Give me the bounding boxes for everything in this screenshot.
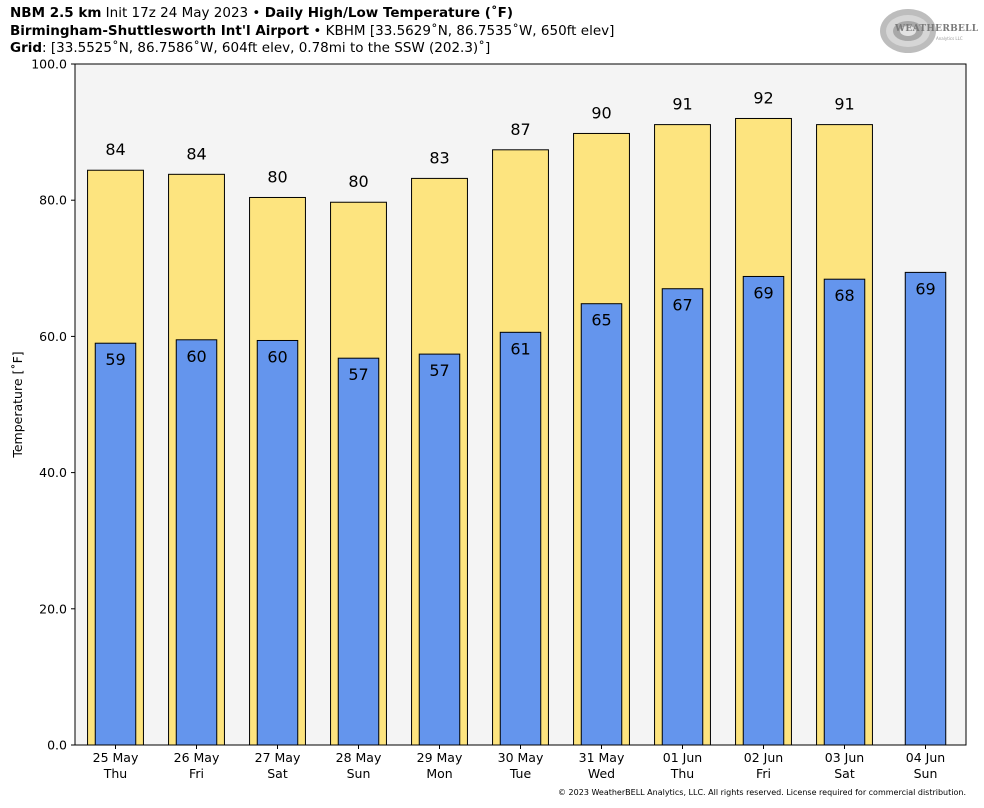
x-tick-date-label: 03 Jun xyxy=(825,750,864,765)
low-temp-bar xyxy=(661,288,704,746)
low-temp-bar xyxy=(499,331,542,746)
x-tick-weekday-label: Thu xyxy=(103,766,127,781)
y-tick-label: 60.0 xyxy=(39,329,67,344)
low-temp-label: 59 xyxy=(105,350,125,369)
station-details: • KBHM [33.5629˚N, 86.7535˚W, 650ft elev… xyxy=(309,22,615,39)
low-temp-label: 60 xyxy=(267,347,287,366)
low-temp-label: 57 xyxy=(429,361,449,380)
low-temp-label: 67 xyxy=(672,296,692,315)
low-temp-bar xyxy=(94,342,137,746)
x-tick-date-label: 28 May xyxy=(336,750,382,765)
x-tick-weekday-label: Sun xyxy=(347,766,371,781)
swirl-logo-icon xyxy=(880,9,936,53)
y-tick-label: 20.0 xyxy=(39,601,67,616)
low-temp-label: 69 xyxy=(753,283,773,302)
low-temp-bar xyxy=(418,353,461,746)
low-temp-label: 61 xyxy=(510,339,530,358)
x-tick-date-label: 27 May xyxy=(255,750,301,765)
model-name: NBM 2.5 km xyxy=(10,5,102,21)
low-temp-bar xyxy=(337,357,380,746)
x-tick-weekday-label: Sat xyxy=(267,766,288,781)
station-name: Birmingham-Shuttlesworth Int'l Airport xyxy=(10,22,310,39)
plot-frame xyxy=(74,63,967,746)
logo-text: WEATHERBELL xyxy=(895,24,979,34)
logo-subtext: Analytics LLC xyxy=(936,36,963,41)
high-temp-label: 83 xyxy=(429,148,449,167)
low-temp-label: 60 xyxy=(186,347,206,366)
x-tick-weekday-label: Tue xyxy=(509,766,532,781)
x-tick-weekday-label: Sat xyxy=(834,766,855,781)
grid-details: : [33.5525˚N, 86.7586˚W, 604ft elev, 0.7… xyxy=(42,40,491,56)
header-line-3: Grid: [33.5525˚N, 86.7586˚W, 604ft elev,… xyxy=(10,40,614,58)
y-tick-label: 40.0 xyxy=(39,465,67,480)
low-temp-bar xyxy=(823,278,866,746)
x-tick-date-label: 31 May xyxy=(579,750,625,765)
low-temp-label: 57 xyxy=(348,365,368,384)
x-tick-date-label: 26 May xyxy=(174,750,220,765)
x-tick-weekday-label: Wed xyxy=(588,766,615,781)
header-line-2: Birmingham-Shuttlesworth Int'l Airport •… xyxy=(10,23,614,41)
product-name: Daily High/Low Temperature (˚F) xyxy=(264,5,514,21)
y-tick-label: 80.0 xyxy=(39,193,67,208)
low-temp-bar xyxy=(580,303,623,746)
copyright-notice: © 2023 WeatherBELL Analytics, LLC. All r… xyxy=(558,788,966,797)
low-temp-bar xyxy=(256,339,299,746)
low-temp-label: 69 xyxy=(915,279,935,298)
high-temp-label: 84 xyxy=(105,140,125,159)
low-temp-bar xyxy=(175,339,218,746)
x-tick-weekday-label: Thu xyxy=(670,766,694,781)
init-time: Init 17z 24 May 2023 • xyxy=(101,5,265,21)
header-line-1: NBM 2.5 km Init 17z 24 May 2023 • Daily … xyxy=(10,5,614,23)
low-temp-label: 65 xyxy=(591,311,611,330)
high-temp-label: 80 xyxy=(267,167,287,186)
high-temp-label: 87 xyxy=(510,120,530,139)
x-tick-date-label: 25 May xyxy=(93,750,139,765)
x-tick-date-label: 04 Jun xyxy=(906,750,945,765)
chart-header: NBM 2.5 km Init 17z 24 May 2023 • Daily … xyxy=(10,5,614,58)
x-tick-date-label: 02 Jun xyxy=(744,750,783,765)
x-tick-weekday-label: Fri xyxy=(189,766,204,781)
x-tick-weekday-label: Sun xyxy=(914,766,938,781)
high-temp-label: 90 xyxy=(591,103,611,122)
y-axis-label: Temperature [˚F] xyxy=(10,351,25,458)
x-tick-date-label: 30 May xyxy=(498,750,544,765)
low-temp-bar xyxy=(742,275,785,746)
low-temp-bar xyxy=(904,271,947,746)
x-tick-weekday-label: Mon xyxy=(426,766,452,781)
grid-label: Grid xyxy=(10,40,43,56)
high-temp-label: 80 xyxy=(348,172,368,191)
y-tick-label: 0.0 xyxy=(47,738,67,753)
x-tick-date-label: 01 Jun xyxy=(663,750,702,765)
high-temp-label: 92 xyxy=(753,88,773,107)
y-tick-label: 100.0 xyxy=(31,57,67,72)
low-temp-label: 68 xyxy=(834,286,854,305)
high-temp-label: 91 xyxy=(672,95,692,114)
x-tick-date-label: 29 May xyxy=(417,750,463,765)
x-tick-weekday-label: Fri xyxy=(756,766,771,781)
high-temp-label: 91 xyxy=(834,95,854,114)
high-temp-label: 84 xyxy=(186,144,206,163)
